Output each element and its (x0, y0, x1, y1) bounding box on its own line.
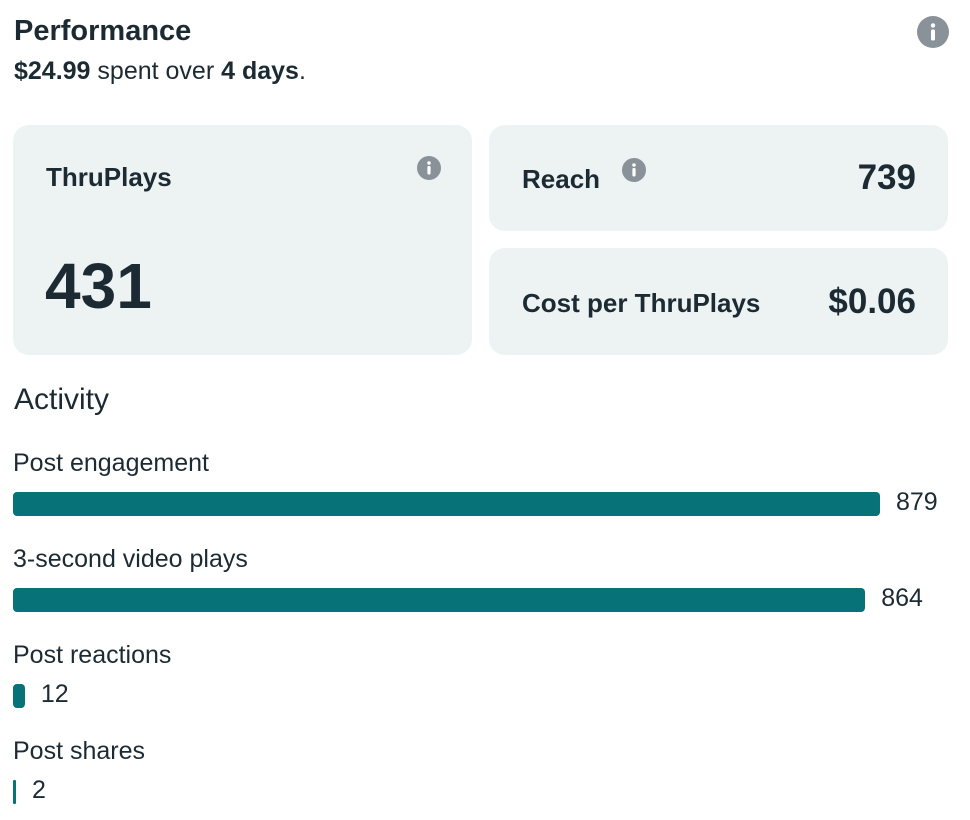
duration: 4 days (221, 57, 299, 85)
value-label: 864 (881, 584, 923, 612)
bar-label: 3-second video plays (13, 545, 248, 573)
bar-label: Post shares (13, 737, 146, 765)
value-label: 879 (896, 488, 938, 516)
card-value: $0.06 (828, 282, 916, 321)
section-title: Activity (14, 383, 110, 416)
card: ThruPlays 431 (13, 125, 472, 355)
card: Cost per ThruPlays $0.06 (489, 248, 948, 355)
bar (13, 780, 16, 804)
info-icon[interactable] (917, 16, 949, 48)
card-label: Reach (522, 164, 601, 194)
card: Reach 739 (489, 125, 948, 231)
value-label: 2 (32, 776, 46, 804)
subtitle: $24.99 spent over 4 days. (14, 57, 306, 86)
card-value: 739 (857, 158, 916, 197)
bar (13, 492, 880, 516)
card-label: ThruPlays (46, 162, 172, 192)
bar (13, 684, 25, 708)
punctuation: . (298, 57, 306, 85)
bar-label: Post engagement (13, 449, 209, 477)
value-label: 12 (40, 680, 69, 708)
card-value: 431 (45, 250, 152, 322)
title: Performance (14, 15, 192, 47)
card-label: Cost per ThruPlays (522, 288, 761, 318)
bar-label: Post reactions (13, 641, 172, 669)
bar (13, 588, 866, 612)
info-icon[interactable] (622, 158, 646, 182)
info-icon[interactable] (417, 156, 441, 180)
amount: $24.99 (14, 57, 91, 85)
subtitle-text: spent over (97, 57, 215, 85)
